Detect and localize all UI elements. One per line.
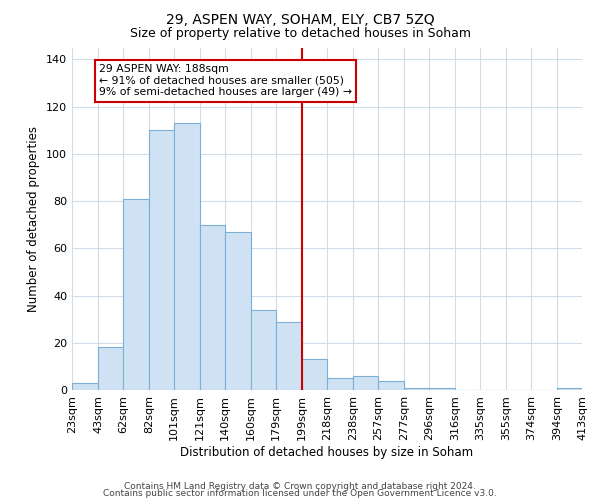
- Bar: [200, 224, 225, 390]
- Bar: [353, 376, 378, 390]
- Bar: [557, 388, 582, 390]
- Text: 29, ASPEN WAY, SOHAM, ELY, CB7 5ZQ: 29, ASPEN WAY, SOHAM, ELY, CB7 5ZQ: [166, 12, 434, 26]
- Bar: [123, 198, 149, 390]
- Y-axis label: Number of detached properties: Number of detached properties: [28, 126, 40, 312]
- Bar: [429, 388, 455, 390]
- Bar: [149, 130, 174, 390]
- Bar: [174, 123, 200, 390]
- Bar: [251, 310, 276, 390]
- Text: 29 ASPEN WAY: 188sqm
← 91% of detached houses are smaller (505)
9% of semi-detac: 29 ASPEN WAY: 188sqm ← 91% of detached h…: [99, 64, 352, 97]
- Bar: [276, 322, 302, 390]
- X-axis label: Distribution of detached houses by size in Soham: Distribution of detached houses by size …: [181, 446, 473, 458]
- Text: Contains HM Land Registry data © Crown copyright and database right 2024.: Contains HM Land Registry data © Crown c…: [124, 482, 476, 491]
- Bar: [404, 388, 429, 390]
- Bar: [378, 380, 404, 390]
- Bar: [98, 348, 123, 390]
- Text: Contains public sector information licensed under the Open Government Licence v3: Contains public sector information licen…: [103, 490, 497, 498]
- Bar: [72, 383, 98, 390]
- Text: Size of property relative to detached houses in Soham: Size of property relative to detached ho…: [130, 28, 470, 40]
- Bar: [225, 232, 251, 390]
- Bar: [302, 360, 327, 390]
- Bar: [327, 378, 353, 390]
